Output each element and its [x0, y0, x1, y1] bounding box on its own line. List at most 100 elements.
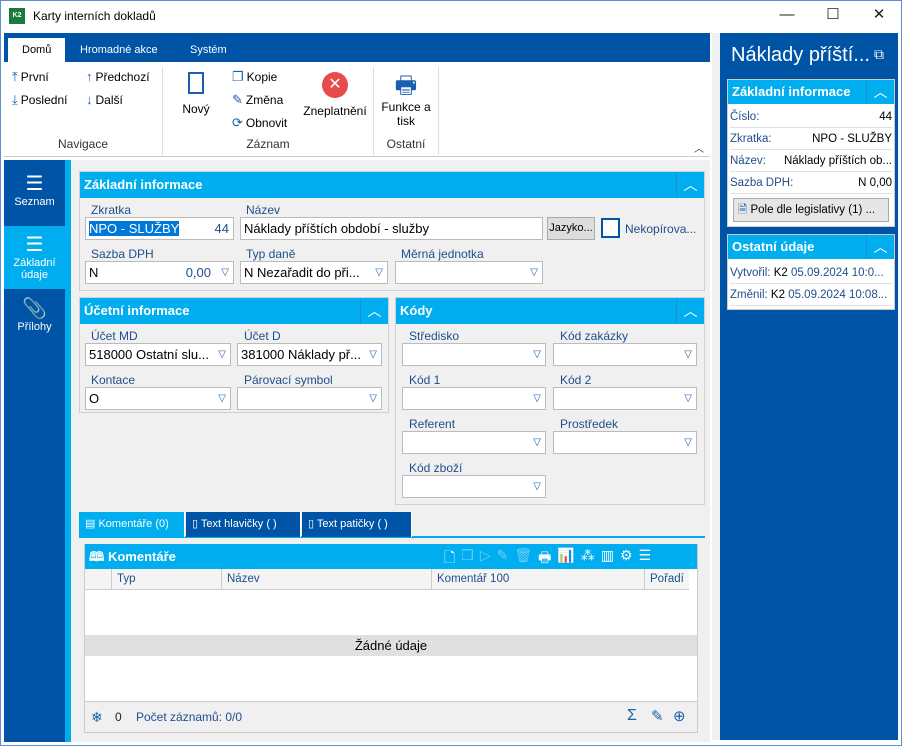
tab-text-paticky[interactable]: ▯ Text patičky ( ): [302, 512, 412, 537]
last-button[interactable]: ⤓ Poslední: [12, 92, 68, 107]
divider: [438, 67, 439, 155]
code-field-select[interactable]: ▽: [402, 475, 546, 498]
code-field-select[interactable]: ▽: [553, 431, 697, 454]
sidebar-item-seznam[interactable]: ☰ Seznam: [4, 165, 65, 225]
sidebar-item-zakladni-udaje[interactable]: ☰ Základní údaje: [4, 226, 65, 289]
code-field-label: Prostředek: [560, 417, 619, 431]
sum-icon[interactable]: Σ: [627, 707, 637, 724]
grid-status-bar: ❄ 0 Počet záznamů: 0/0 Σ ✎ ⊕: [85, 701, 697, 732]
zkratka-label: Zkratka: [91, 203, 132, 217]
arrow-top-icon: ⤒: [12, 69, 18, 84]
menu-icon[interactable]: ☰: [638, 547, 652, 563]
new-button[interactable]: Nový: [172, 70, 220, 116]
collapse-chevron-icon[interactable]: ︿: [676, 298, 704, 324]
print-button[interactable]: 🖶 Funkce a tisk: [378, 72, 434, 128]
code-field-select[interactable]: ▽: [553, 343, 697, 366]
columns-icon[interactable]: ▥: [600, 547, 615, 563]
ucet-md-select[interactable]: 518000 Ostatní slu... ▽: [85, 343, 231, 366]
document-settings-icon: 🗎: [738, 204, 751, 216]
typ-dane-select[interactable]: N Nezařadit do při... ▽: [240, 261, 388, 284]
sazba-dph-select[interactable]: N 0,00 ▽: [85, 261, 234, 284]
trash-icon[interactable]: 🗑: [514, 547, 533, 563]
code-field-select[interactable]: ▽: [402, 343, 546, 366]
code-field-select[interactable]: ▽: [402, 387, 546, 410]
cancel-circle-icon: ✕: [322, 72, 348, 98]
close-button[interactable]: ✕: [872, 6, 886, 23]
column-header-typ[interactable]: Typ: [112, 569, 222, 590]
edit-button[interactable]: ✎ Změna: [232, 92, 284, 107]
refresh-button[interactable]: ⟳ Obnovit: [232, 115, 288, 130]
collapse-chevron-icon[interactable]: ︿: [360, 298, 388, 324]
next-button[interactable]: ↓ Další: [86, 92, 123, 107]
first-button[interactable]: ⤒ První: [12, 69, 49, 84]
language-button[interactable]: Jazyko...: [547, 217, 595, 240]
kontace-select[interactable]: O ▽: [85, 387, 231, 410]
code-field-select[interactable]: ▽: [553, 387, 697, 410]
gear-icon[interactable]: ⚙: [620, 547, 633, 563]
collapse-chevron-icon[interactable]: ︿: [676, 172, 704, 198]
nazev-input[interactable]: Náklady příštích období - služby: [240, 217, 543, 240]
tab-hromadne-akce[interactable]: Hromadné akce: [80, 44, 158, 56]
info-row: Název: Náklady příštích ob...: [730, 150, 892, 172]
row-selector-header: [85, 569, 112, 590]
splitter[interactable]: [712, 33, 720, 740]
merna-jednotka-select[interactable]: ▽: [395, 261, 543, 284]
dropdown-icon: ▽: [684, 393, 692, 404]
comment-icon: ▤: [85, 518, 99, 530]
grid-header: 🕮 Komentáře: [85, 544, 697, 569]
dropdown-icon: ▽: [369, 393, 377, 404]
kontace-label: Kontace: [91, 373, 136, 387]
minimize-button[interactable]: —: [779, 6, 795, 23]
zkratka-input[interactable]: NPO - SLUŽBY 44: [85, 217, 234, 240]
dropdown-icon: ▽: [375, 267, 383, 278]
chart-icon[interactable]: 📊: [557, 547, 575, 563]
paperclip-icon: 📎: [22, 298, 47, 320]
play-icon[interactable]: ▷: [479, 547, 491, 563]
collapse-ribbon-icon[interactable]: ︿: [694, 144, 704, 155]
add-record-icon[interactable]: ⊕: [673, 708, 686, 725]
legislation-button[interactable]: 🗎 Pole dle legislativy (1) ...: [733, 198, 889, 222]
copy-icon[interactable]: ❐: [461, 547, 474, 563]
ucet-d-select[interactable]: 381000 Náklady př... ▽: [237, 343, 382, 366]
divider: [162, 67, 163, 155]
info-row: Zkratka: NPO - SLUŽBY: [730, 128, 892, 150]
sidebar-item-prilohy[interactable]: 📎 Přílohy: [4, 290, 65, 348]
tab-komentare[interactable]: ▤ Komentáře (0): [79, 512, 185, 537]
collapse-chevron-icon[interactable]: ︿: [866, 235, 894, 259]
pencil-icon[interactable]: ✎: [496, 547, 509, 563]
tab-system[interactable]: Systém: [190, 44, 227, 56]
empty-message: Žádné údaje: [85, 635, 697, 656]
code-field-select[interactable]: ▽: [402, 431, 546, 454]
title-bar: K2 Karty interních dokladů: [1, 1, 901, 31]
invalidate-button[interactable]: ✕ Zneplatnění: [300, 72, 370, 118]
record-count: Počet záznamů: 0/0: [136, 710, 243, 724]
column-header-nazev[interactable]: Název: [222, 569, 432, 590]
ucet-md-label: Účet MD: [91, 329, 138, 343]
divider: [373, 67, 374, 155]
collapse-chevron-icon[interactable]: ︿: [866, 80, 894, 104]
right-other-panel: Ostatní údaje ︿: [727, 234, 895, 310]
new-icon[interactable]: 🗋: [444, 549, 456, 565]
copy-button[interactable]: ❐ Kopie: [232, 69, 278, 84]
column-header-poradi[interactable]: Pořadí: [650, 573, 684, 585]
printer-icon: 🖶: [394, 72, 418, 99]
column-header-komentar[interactable]: Komentář 100: [432, 569, 645, 590]
right-panel-title: Náklady příští...: [731, 44, 870, 66]
filter-icon[interactable]: ⁂: [580, 547, 595, 563]
parovaci-select[interactable]: ▽: [237, 387, 382, 410]
code-field-label: Kód 2: [560, 373, 592, 387]
nekopirovat-checkbox[interactable]: [601, 218, 620, 238]
previous-button[interactable]: ↑ Předchozí: [86, 69, 150, 84]
external-link-icon[interactable]: ⧉: [874, 46, 884, 62]
snowflake-icon[interactable]: ❄: [91, 709, 103, 725]
dropdown-icon: ▽: [530, 267, 538, 278]
dropdown-icon: ▽: [533, 437, 541, 448]
pencil-icon[interactable]: ✎: [651, 708, 664, 725]
tab-domu[interactable]: Domů: [8, 38, 66, 62]
arrow-up-icon: ↑: [86, 69, 93, 84]
nazev-label: Název: [246, 203, 281, 217]
printer-icon[interactable]: 🖶: [538, 549, 552, 565]
arrow-bottom-icon: ⤓: [12, 92, 18, 107]
tab-text-hlavicky[interactable]: ▯ Text hlavičky ( ): [186, 512, 301, 537]
maximize-button[interactable]: ☐: [826, 6, 840, 23]
